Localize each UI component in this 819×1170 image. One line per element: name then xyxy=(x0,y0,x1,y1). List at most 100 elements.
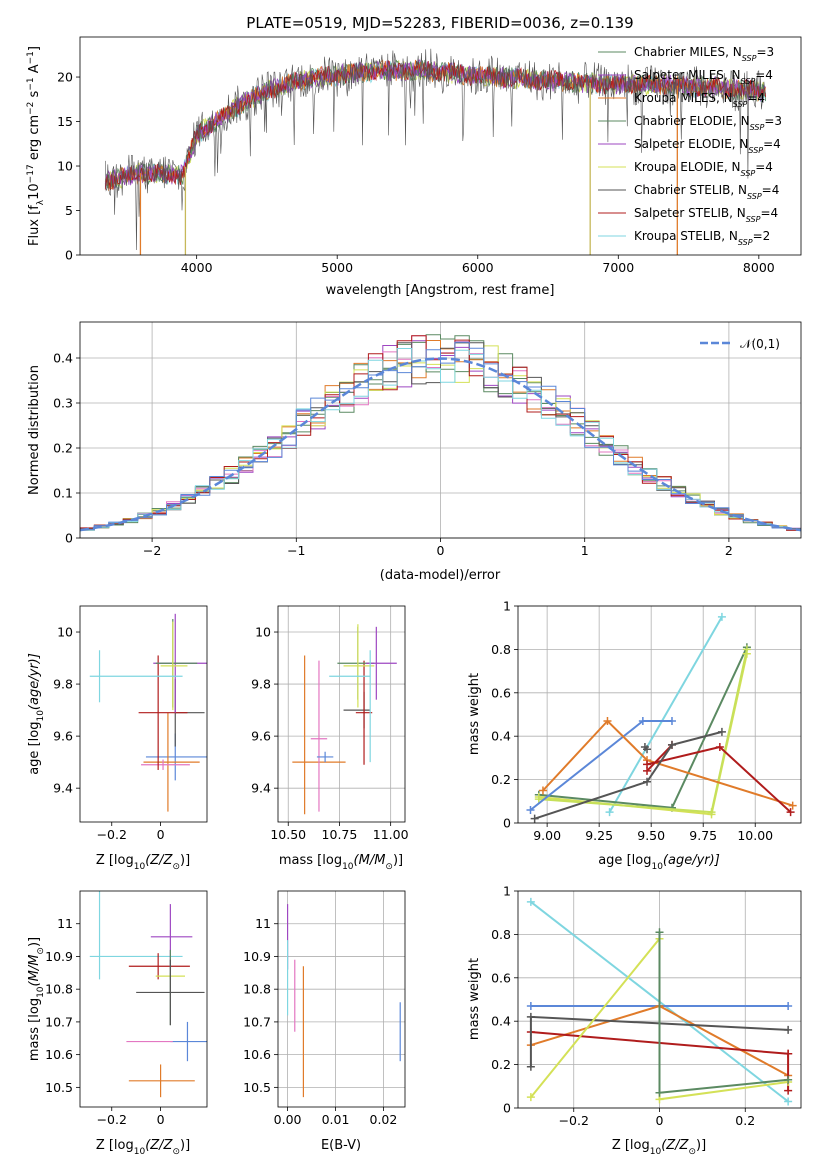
data-point-marker xyxy=(784,1002,793,1011)
legend-entry-suffix: =4 xyxy=(755,68,773,82)
x-tick-label: 7000 xyxy=(602,260,634,275)
plot-area xyxy=(89,613,207,812)
x-tick-label: 2 xyxy=(725,543,733,558)
y-axis-label-part: −1 xyxy=(26,77,36,90)
x-axis-label: E(B-V) xyxy=(321,1138,361,1153)
y-tick-label: 11 xyxy=(255,916,271,931)
data-point-marker xyxy=(784,1086,793,1095)
y-tick-label: 0.1 xyxy=(53,486,73,501)
y-tick-label: 0.2 xyxy=(53,441,73,456)
y-tick-label: 10.7 xyxy=(243,1014,271,1029)
legend-entry-name: Kroupa ELODIE, N xyxy=(634,160,741,174)
y-tick-label: 10.9 xyxy=(45,949,73,964)
y-tick-label: 9.4 xyxy=(53,781,73,796)
x-tick-label: 0.01 xyxy=(322,1112,350,1127)
y-tick-label: 10.5 xyxy=(243,1080,271,1095)
data-point-marker xyxy=(538,786,547,795)
data-point-marker xyxy=(707,808,716,817)
x-axis-label: (data-model)/error xyxy=(380,568,501,583)
axes-frame xyxy=(277,605,406,823)
histogram-step xyxy=(80,341,801,533)
axes-frame xyxy=(517,605,802,824)
legend-entry-subscript: SSP xyxy=(748,146,763,155)
data-point-marker xyxy=(643,766,652,775)
plot-area xyxy=(526,897,793,1106)
spectrum-line xyxy=(105,48,766,251)
x-tick-label: −0.2 xyxy=(559,1113,589,1128)
y-axis-label-part: −17 xyxy=(26,164,36,183)
data-point-marker xyxy=(534,795,543,804)
x-tick-label: −0.2 xyxy=(97,827,127,842)
y-axis-label: age [log10(age/yr)] xyxy=(27,653,46,775)
y-tick-label: 10.7 xyxy=(45,1014,73,1029)
data-point-marker xyxy=(742,645,751,654)
data-point-marker xyxy=(655,1088,664,1097)
x-tick-label: 9.00 xyxy=(533,828,561,843)
y-axis-label-part: λ xyxy=(36,199,46,205)
data-point-marker xyxy=(643,745,652,754)
legend-entry: 𝒩(0,1) xyxy=(740,337,780,351)
series-line xyxy=(542,719,793,807)
series-line xyxy=(534,730,723,820)
y-tick-label: 10 xyxy=(255,625,271,640)
x-axis-label-part: (age/yr)] xyxy=(663,853,720,868)
mass-weight-vs-age-panel: 9.00 9.25 9.50 9.75 10.00 0 0.2 0.4 0.6 0.8 1 age [… xyxy=(467,599,802,872)
axes-frame xyxy=(517,890,802,1109)
x-tick-label: 0 xyxy=(437,543,445,558)
x-axis-label-part: 10 xyxy=(342,862,354,872)
legend-entry-subscript: SSP xyxy=(738,238,753,247)
y-tick-label: 10.8 xyxy=(45,982,73,997)
legend-entry-name: Salpeter ELODIE, N xyxy=(634,137,748,151)
data-point-marker xyxy=(786,808,795,817)
legend-entry-suffix: =4 xyxy=(747,91,765,105)
y-axis-label-part: mass [log xyxy=(27,998,42,1061)
x-tick-label: 9.25 xyxy=(585,828,613,843)
y-axis-label: mass [log10(M/M⊙)] xyxy=(27,937,46,1061)
data-point-marker xyxy=(784,1049,793,1058)
y-tick-label: 0 xyxy=(503,1101,511,1116)
y-tick-label: 9.6 xyxy=(251,729,271,744)
y-tick-label: 11 xyxy=(57,916,73,931)
y-axis-label-part: (age/yr)] xyxy=(27,653,42,710)
y-axis-label-part: s xyxy=(27,90,42,101)
data-point-marker xyxy=(667,717,676,726)
y-tick-label: 10 xyxy=(57,159,73,174)
x-axis-label-part: )] xyxy=(393,853,403,868)
y-tick-label: 9.8 xyxy=(53,677,73,692)
plot-area xyxy=(292,624,397,815)
legend-entry-name: Kroupa MILES, N xyxy=(634,91,733,105)
x-tick-label: 10.00 xyxy=(737,828,773,843)
legend-entry-name: Chabrier MILES, N xyxy=(634,45,742,59)
y-tick-label: 0.6 xyxy=(491,685,511,700)
x-axis-label: age [log10(age/yr)] xyxy=(598,853,720,872)
mass-weight-vs-metallicity-panel: −0.2 0 0.2 0 0.2 0.4 0.6 0.8 1 Z [log10(Z/Z⊙)] mas… xyxy=(467,884,802,1157)
legend-entry: Kroupa STELIB, NSSP=2 xyxy=(634,229,770,247)
plot-area xyxy=(286,904,401,1098)
x-tick-label: 9.50 xyxy=(637,828,665,843)
y-axis-label-part: )] xyxy=(27,937,42,947)
x-axis-label-part: mass [log xyxy=(279,853,342,868)
x-tick-label: 11.00 xyxy=(373,827,409,842)
x-axis-label: Z [log10(Z/Z⊙)] xyxy=(96,853,190,872)
legend-entry-name: Salpeter STELIB, N xyxy=(634,206,746,220)
spectrum-line xyxy=(104,61,766,188)
y-tick-label: 5 xyxy=(65,203,73,218)
x-tick-label: 9.75 xyxy=(689,828,717,843)
legend-entry-suffix: =4 xyxy=(763,137,781,151)
data-point-marker xyxy=(717,612,726,621)
axes-frame xyxy=(79,605,208,823)
y-tick-label: 9.4 xyxy=(251,781,271,796)
x-tick-label: 5000 xyxy=(321,260,353,275)
data-point-marker xyxy=(526,1093,535,1102)
legend-entry: Kroupa MILES, NSSP=4 xyxy=(634,91,765,109)
data-point-marker xyxy=(667,740,676,749)
x-axis-label: wavelength [Angstrom, rest frame] xyxy=(326,283,555,298)
x-axis-label-part: Z [log xyxy=(612,1138,650,1153)
y-tick-label: 0.3 xyxy=(53,396,73,411)
data-point-marker xyxy=(530,814,539,823)
x-tick-label: 0.02 xyxy=(370,1112,398,1127)
y-axis-label-part: A xyxy=(27,64,42,77)
legend-entry-suffix: =3 xyxy=(764,114,782,128)
y-tick-label: 10.6 xyxy=(45,1047,73,1062)
